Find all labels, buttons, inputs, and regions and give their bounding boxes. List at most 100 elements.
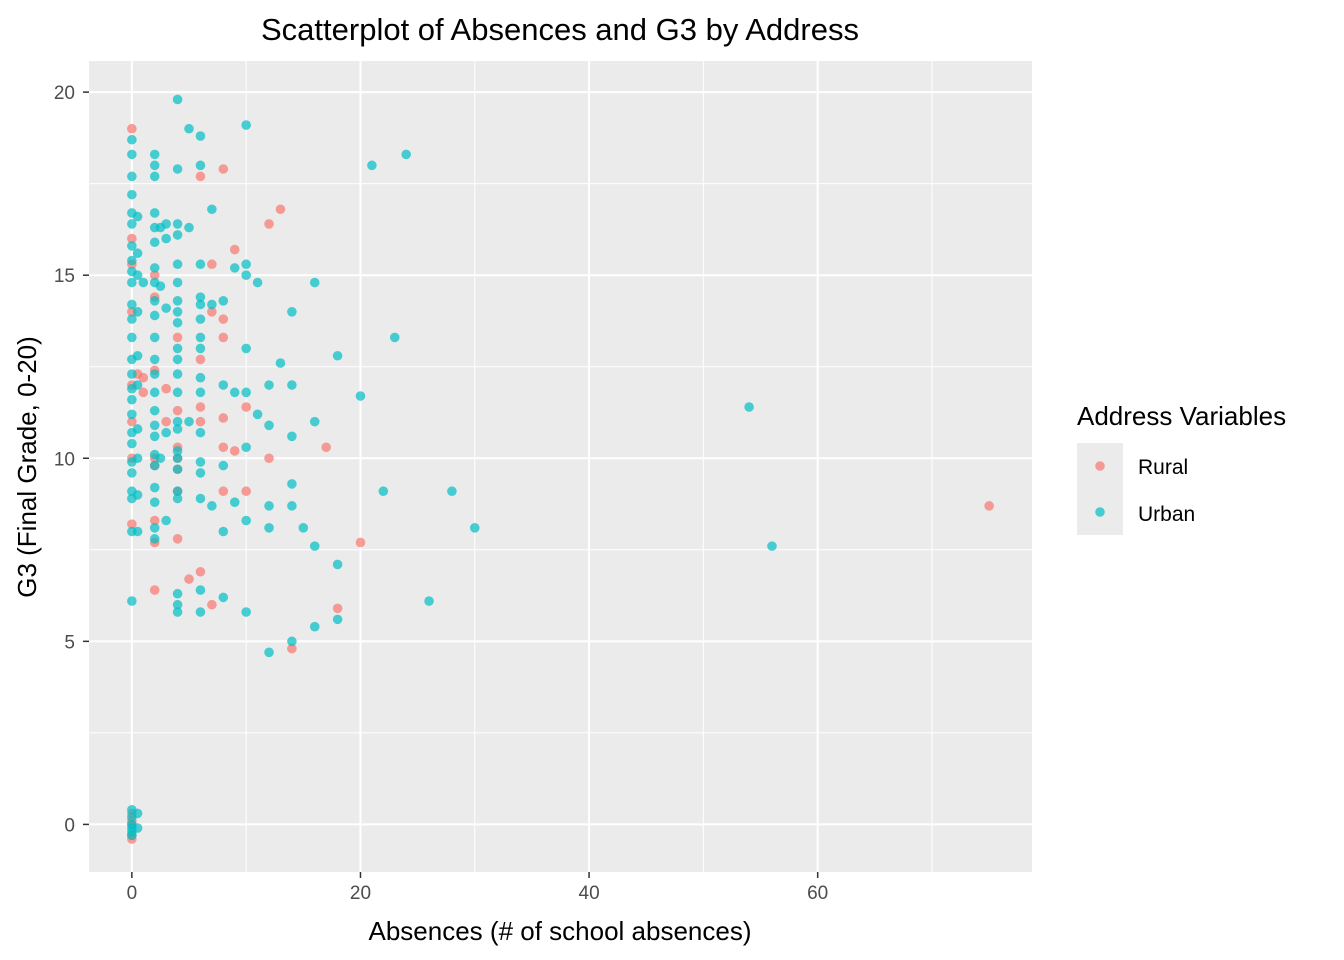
y-tick-label: 0	[64, 815, 75, 836]
data-point-urban	[252, 409, 263, 420]
data-point-urban	[161, 427, 171, 438]
data-point-urban	[161, 233, 171, 244]
data-point-urban	[149, 296, 160, 306]
x-axis-title: Absences (# of school absences)	[369, 916, 752, 946]
data-point-urban	[241, 515, 251, 526]
y-tick-label: 15	[54, 266, 75, 287]
data-point-rural	[264, 453, 274, 464]
data-point-urban	[195, 259, 206, 270]
data-point-urban	[172, 599, 183, 610]
data-point-urban	[127, 332, 137, 343]
data-point-rural	[127, 123, 137, 134]
data-point-urban	[207, 501, 217, 511]
data-point-urban	[172, 369, 183, 379]
data-point-urban	[424, 596, 434, 606]
data-point-urban	[447, 486, 457, 497]
minor-gridlines	[89, 61, 1032, 872]
data-point-urban	[155, 453, 166, 464]
data-point-urban	[287, 307, 297, 317]
legend-label-rural: Rural	[1138, 456, 1188, 479]
data-point-urban	[172, 230, 183, 240]
y-tick-label: 20	[54, 83, 75, 104]
data-point-urban	[127, 438, 137, 449]
data-point-urban	[264, 420, 274, 431]
data-point-urban	[229, 387, 240, 398]
data-point-urban	[127, 468, 137, 478]
data-point-urban	[127, 241, 137, 251]
data-point-rural	[218, 314, 229, 324]
data-point-urban	[149, 405, 160, 416]
data-point-urban	[127, 255, 137, 266]
data-point-urban	[264, 501, 274, 511]
data-point-urban	[149, 171, 160, 182]
data-point-urban	[132, 453, 143, 464]
data-point-urban	[241, 120, 251, 130]
data-point-urban	[332, 614, 343, 625]
data-point-urban	[195, 427, 206, 438]
data-point-rural	[984, 501, 994, 511]
data-point-urban	[149, 482, 160, 493]
data-point-rural	[275, 204, 286, 215]
data-point-rural	[195, 402, 206, 412]
data-point-urban	[161, 515, 171, 526]
data-point-urban	[309, 541, 320, 551]
data-point-urban	[172, 164, 183, 174]
data-point-urban	[127, 219, 137, 229]
data-point-urban	[195, 585, 206, 595]
data-point-urban	[218, 592, 229, 603]
data-point-urban	[172, 94, 183, 105]
data-point-urban	[264, 523, 274, 533]
data-point-urban	[287, 479, 297, 489]
data-point-urban	[172, 607, 183, 617]
data-point-urban	[127, 830, 137, 841]
y-axis-ticks: 0 5 10 15 20	[54, 83, 89, 836]
data-point-urban	[241, 607, 251, 617]
data-point-urban	[172, 307, 183, 317]
data-point-urban	[195, 332, 206, 343]
data-point-urban	[172, 387, 183, 398]
data-point-urban	[229, 497, 240, 507]
data-point-rural	[149, 585, 160, 595]
data-point-rural	[184, 574, 194, 584]
data-point-rural	[287, 643, 297, 654]
legend: Address Variables Rural Urban	[1077, 401, 1286, 535]
legend-marker-urban	[1095, 507, 1105, 517]
data-point-rural	[229, 244, 240, 255]
data-point-urban	[149, 369, 160, 379]
data-point-rural	[161, 383, 171, 394]
data-point-urban	[127, 134, 137, 145]
data-point-rural	[355, 537, 366, 548]
data-point-urban	[149, 420, 160, 431]
data-point-rural	[172, 332, 183, 343]
data-point-urban	[127, 369, 137, 379]
data-point-urban	[132, 211, 143, 222]
x-tick-label: 40	[579, 883, 600, 904]
data-point-rural	[332, 603, 343, 614]
data-point-urban	[155, 281, 166, 291]
x-tick-label: 60	[807, 883, 828, 904]
data-point-urban	[744, 402, 754, 412]
data-point-rural	[241, 402, 251, 412]
data-point-rural	[321, 442, 331, 453]
data-point-urban	[172, 296, 183, 306]
x-tick-label: 20	[350, 883, 371, 904]
data-point-urban	[172, 453, 183, 464]
data-point-urban	[172, 416, 183, 427]
data-point-rural	[207, 259, 217, 270]
data-point-urban	[241, 270, 251, 280]
data-point-rural	[264, 219, 274, 229]
x-axis-ticks: 0 20 40 60	[127, 872, 828, 904]
data-point-urban	[195, 160, 206, 171]
data-point-rural	[207, 307, 217, 317]
data-point-urban	[287, 501, 297, 511]
data-point-urban	[149, 263, 160, 273]
data-point-rural	[172, 405, 183, 416]
data-points	[127, 94, 994, 844]
data-point-urban	[149, 208, 160, 218]
data-point-urban	[309, 416, 320, 427]
data-point-urban	[401, 149, 411, 160]
data-point-urban	[767, 541, 777, 551]
data-point-urban	[241, 343, 251, 354]
data-point-urban	[195, 299, 206, 310]
data-point-urban	[207, 299, 217, 310]
